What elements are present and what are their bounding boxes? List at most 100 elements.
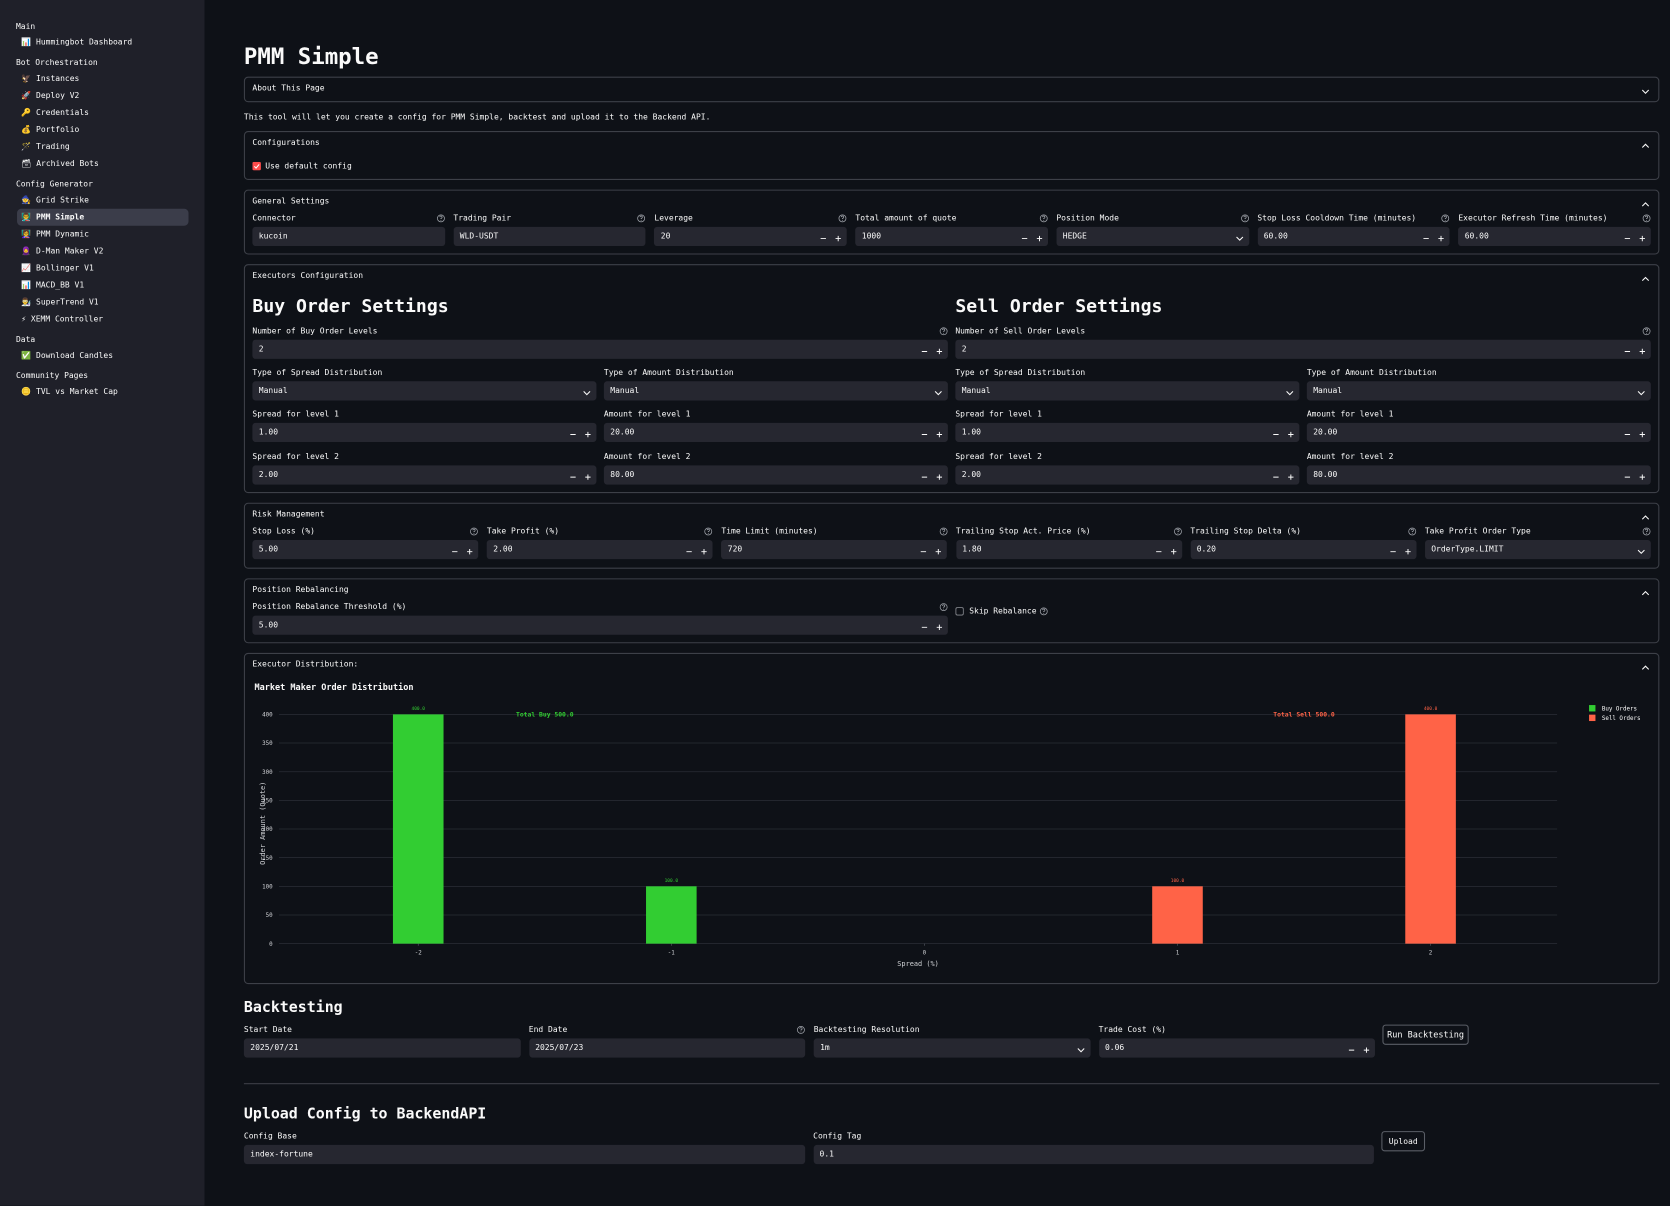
- increment-button[interactable]: [1405, 546, 1411, 552]
- increment-button[interactable]: [936, 472, 942, 478]
- increment-button[interactable]: [1288, 429, 1294, 435]
- input-box[interactable]: 2025/07/23: [529, 1038, 805, 1057]
- input-box[interactable]: 60.00: [1257, 227, 1449, 246]
- increment-button[interactable]: [936, 429, 942, 435]
- input-box[interactable]: 1.00: [955, 423, 1299, 442]
- help-icon[interactable]: [1039, 214, 1048, 223]
- increment-button[interactable]: [1639, 233, 1645, 239]
- decrement-button[interactable]: [1624, 233, 1630, 239]
- decrement-button[interactable]: [1348, 1045, 1354, 1051]
- checkbox[interactable]: [252, 162, 261, 171]
- sidebar-item[interactable]: 🦅 Instances: [17, 70, 188, 87]
- input-box[interactable]: 5.00: [252, 540, 478, 559]
- decrement-button[interactable]: [1273, 429, 1279, 435]
- increment-button[interactable]: [585, 429, 591, 435]
- sidebar-item[interactable]: ⚡ XEMM Controller: [17, 311, 188, 328]
- decrement-button[interactable]: [1624, 429, 1630, 435]
- expander-title[interactable]: Configurations: [252, 136, 319, 149]
- button[interactable]: Run Backtesting: [1382, 1025, 1468, 1045]
- decrement-button[interactable]: [452, 546, 458, 552]
- decrement-button[interactable]: [1273, 472, 1279, 478]
- increment-button[interactable]: [1288, 472, 1294, 478]
- sidebar-item[interactable]: 🪄 Trading: [17, 138, 188, 155]
- input-box[interactable]: 2: [252, 340, 947, 359]
- select-box[interactable]: HEDGE: [1056, 227, 1248, 246]
- input-box[interactable]: 5.00: [252, 616, 947, 635]
- increment-button[interactable]: [1639, 346, 1645, 352]
- input-box[interactable]: 2025/07/21: [244, 1038, 520, 1057]
- input-box[interactable]: 20.00: [1307, 423, 1651, 442]
- select-box[interactable]: OrderType.LIMIT: [1425, 540, 1651, 559]
- input-box[interactable]: 80.00: [604, 465, 948, 484]
- decrement-button[interactable]: [1624, 346, 1630, 352]
- increment-button[interactable]: [1363, 1045, 1369, 1051]
- input-box[interactable]: 1000: [855, 227, 1047, 246]
- select-chevron[interactable]: [1637, 546, 1646, 552]
- sidebar-item[interactable]: 📊 MACD_BB V1: [17, 277, 188, 294]
- input-box[interactable]: index-fortune: [244, 1145, 805, 1164]
- decrement-button[interactable]: [921, 429, 927, 435]
- increment-button[interactable]: [835, 233, 841, 239]
- help-icon[interactable]: [1642, 527, 1651, 536]
- decrement-button[interactable]: [921, 622, 927, 628]
- sidebar-item[interactable]: 💰 Portfolio: [17, 121, 188, 138]
- sidebar-item[interactable]: 📊 Hummingbot Dashboard: [17, 34, 188, 51]
- sidebar-item[interactable]: 🗃 Archived Bots: [17, 155, 188, 172]
- select-box[interactable]: Manual: [604, 381, 948, 400]
- decrement-button[interactable]: [1155, 546, 1161, 552]
- input-box[interactable]: 0.20: [1190, 540, 1416, 559]
- select-box[interactable]: Manual: [252, 381, 596, 400]
- sidebar-item[interactable]: 🚀 Deploy V2: [17, 87, 188, 104]
- select-chevron[interactable]: [1076, 1045, 1085, 1051]
- select-box[interactable]: Manual: [955, 381, 1299, 400]
- sidebar-item[interactable]: 👨‍🔬 SuperTrend V1: [17, 294, 188, 311]
- sidebar-item[interactable]: ✅ Download Candles: [17, 347, 188, 364]
- help-icon[interactable]: [1642, 327, 1651, 336]
- help-icon[interactable]: [704, 527, 713, 536]
- expander-chevron[interactable]: [1641, 274, 1650, 280]
- input-box[interactable]: kucoin: [252, 227, 444, 246]
- expander-title[interactable]: Executor Distribution:: [252, 658, 358, 671]
- increment-button[interactable]: [936, 546, 942, 552]
- expander-title[interactable]: General Settings: [252, 195, 329, 208]
- expander-title[interactable]: Executors Configuration: [252, 269, 363, 282]
- input-box[interactable]: 2.00: [487, 540, 713, 559]
- decrement-button[interactable]: [570, 472, 576, 478]
- input-box[interactable]: 0.06: [1099, 1038, 1375, 1057]
- sidebar-item[interactable]: 🔑 Credentials: [17, 104, 188, 121]
- sidebar-item[interactable]: 🧕 D-Man Maker V2: [17, 243, 188, 260]
- input-box[interactable]: 2: [955, 340, 1650, 359]
- input-box[interactable]: 80.00: [1307, 465, 1651, 484]
- select-box[interactable]: 1m: [814, 1038, 1090, 1057]
- input-box[interactable]: 60.00: [1458, 227, 1650, 246]
- help-icon[interactable]: [838, 214, 847, 223]
- input-box[interactable]: 2.00: [955, 465, 1299, 484]
- select-chevron[interactable]: [1235, 233, 1244, 239]
- expander-title[interactable]: Position Rebalancing: [252, 584, 348, 597]
- decrement-button[interactable]: [921, 346, 927, 352]
- increment-button[interactable]: [1639, 472, 1645, 478]
- increment-button[interactable]: [467, 546, 473, 552]
- increment-button[interactable]: [936, 622, 942, 628]
- decrement-button[interactable]: [820, 233, 826, 239]
- sidebar-item[interactable]: 📈 Bollinger V1: [17, 260, 188, 277]
- decrement-button[interactable]: [570, 429, 576, 435]
- decrement-button[interactable]: [1423, 233, 1429, 239]
- select-chevron[interactable]: [934, 388, 943, 394]
- expander-title[interactable]: Risk Management: [252, 508, 324, 521]
- checkbox[interactable]: [955, 607, 964, 616]
- help-icon[interactable]: [939, 327, 948, 336]
- help-icon[interactable]: [470, 527, 479, 536]
- help-icon[interactable]: [637, 214, 646, 223]
- increment-button[interactable]: [701, 546, 707, 552]
- help-icon[interactable]: [1173, 527, 1182, 536]
- help-icon[interactable]: [1408, 527, 1417, 536]
- increment-button[interactable]: [1438, 233, 1444, 239]
- sidebar-item[interactable]: 🪙 TVL vs Market Cap: [17, 383, 188, 400]
- expander-chevron[interactable]: [1641, 86, 1650, 92]
- decrement-button[interactable]: [1390, 546, 1396, 552]
- increment-button[interactable]: [1639, 429, 1645, 435]
- select-chevron[interactable]: [1286, 388, 1295, 394]
- input-box[interactable]: WLD-USDT: [453, 227, 645, 246]
- input-box[interactable]: 1.00: [252, 423, 596, 442]
